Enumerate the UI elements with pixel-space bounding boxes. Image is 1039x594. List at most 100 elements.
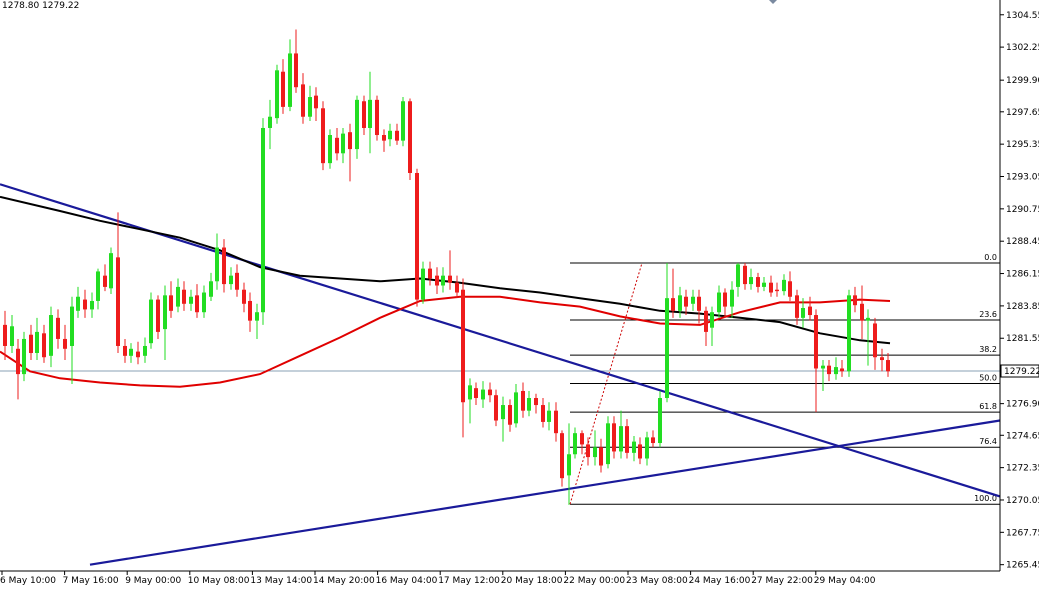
candle-body — [143, 345, 147, 356]
candle-body — [195, 295, 199, 313]
candle-body — [3, 324, 7, 346]
candle-body — [481, 389, 485, 400]
candle-body — [90, 300, 94, 310]
candle-body — [860, 303, 864, 321]
candle-body — [29, 334, 33, 354]
candle-body — [769, 282, 773, 293]
candle-body — [156, 299, 160, 332]
y-tick-label: 1272.35 — [1006, 464, 1039, 474]
candle-body — [788, 281, 792, 297]
x-tick-label: 17 May 12:00 — [438, 576, 500, 586]
candle-body — [501, 405, 505, 420]
candle-body — [335, 137, 339, 154]
candle-body — [395, 130, 399, 141]
candle-body — [573, 433, 577, 455]
y-tick-label: 1295.35 — [1006, 140, 1039, 150]
candle-body — [671, 298, 675, 311]
candle-body — [288, 53, 292, 107]
candle-body — [294, 53, 298, 88]
candle-body — [435, 275, 439, 286]
candle-body — [697, 296, 701, 311]
x-tick-label: 20 May 18:00 — [501, 576, 563, 586]
candle-body — [136, 351, 140, 358]
candle-body — [723, 292, 727, 307]
candle-body — [169, 295, 173, 311]
y-tick-label: 1267.75 — [1006, 528, 1039, 538]
candle-body — [880, 357, 884, 361]
candle-body — [678, 295, 682, 311]
candle-body — [847, 295, 851, 372]
candle-body — [886, 360, 890, 372]
candle-body — [494, 395, 498, 421]
x-tick-label: 16 May 04:00 — [376, 576, 438, 586]
candle-body — [382, 135, 386, 141]
candle-body — [401, 101, 405, 141]
candle-body — [70, 306, 74, 346]
candle-body — [840, 368, 844, 372]
candle-body — [632, 441, 636, 453]
candle-body — [189, 296, 193, 304]
candle-body — [355, 99, 359, 150]
candle-body — [275, 70, 279, 119]
candle-body — [795, 295, 799, 318]
y-tick-label: 1286.15 — [1006, 270, 1039, 280]
candle-body — [255, 312, 259, 321]
candle-body — [56, 317, 60, 339]
candle-body — [560, 433, 564, 479]
y-tick-label: 1290.75 — [1006, 205, 1039, 215]
y-tick-label: 1299.90 — [1006, 76, 1039, 86]
candle-body — [96, 271, 100, 301]
candle-body — [415, 172, 419, 300]
y-tick-label: 1302.25 — [1006, 43, 1039, 53]
candle-body — [821, 365, 825, 369]
candle-body — [10, 326, 14, 346]
candle-body — [16, 348, 20, 375]
candle-body — [123, 345, 127, 356]
candle-body — [651, 437, 655, 444]
candle-body — [421, 268, 425, 300]
fib-level-label: 38.2 — [979, 345, 997, 354]
candle-body — [182, 289, 186, 304]
candle-body — [691, 296, 695, 304]
candle-body — [222, 247, 226, 285]
moving-average-line — [0, 195, 891, 345]
candle-body — [35, 331, 39, 354]
candle-body — [116, 257, 120, 346]
current-price-box — [1000, 364, 1039, 378]
candle-body — [202, 292, 206, 313]
candle-body — [109, 253, 113, 289]
candle-body — [645, 437, 649, 459]
candle-body — [743, 265, 747, 285]
x-tick-label: 23 May 08:00 — [626, 576, 688, 586]
candle-body — [704, 310, 708, 332]
candle-body — [209, 281, 213, 297]
candle-body — [730, 289, 734, 307]
y-tick-label: 1281.55 — [1006, 334, 1039, 344]
trendline — [0, 183, 1001, 498]
fib-swing-line — [569, 262, 643, 505]
candle-body — [619, 426, 623, 452]
x-tick-label: 9 May 00:00 — [125, 576, 181, 586]
candle-body — [853, 295, 857, 306]
candle-body — [514, 392, 518, 424]
candle-body — [599, 447, 603, 466]
x-tick-label: 13 May 14:00 — [250, 576, 312, 586]
x-tick-label: 6 May 10:00 — [0, 576, 56, 586]
y-tick-label: 1274.65 — [1006, 431, 1039, 441]
candle-body — [428, 268, 432, 279]
y-tick-label: 1283.85 — [1006, 302, 1039, 312]
candle-body — [756, 277, 760, 287]
candle-body — [567, 454, 571, 476]
candle-body — [129, 348, 133, 356]
candle-body — [834, 367, 838, 375]
candle-body — [408, 101, 412, 173]
candle-body — [554, 410, 558, 434]
candle-body — [612, 423, 616, 452]
y-tick-label: 1288.45 — [1006, 237, 1039, 247]
candle-body — [827, 365, 831, 375]
x-tick-label: 22 May 00:00 — [563, 576, 625, 586]
candle-body — [586, 444, 590, 458]
fib-level-label: 0.0 — [984, 253, 997, 262]
